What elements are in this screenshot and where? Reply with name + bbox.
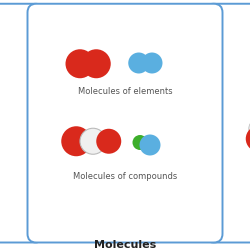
FancyBboxPatch shape <box>205 4 250 242</box>
Circle shape <box>249 119 250 139</box>
Circle shape <box>142 52 163 74</box>
Circle shape <box>128 52 149 74</box>
Circle shape <box>96 129 121 154</box>
Circle shape <box>61 126 91 156</box>
Text: Molecules: Molecules <box>94 240 156 250</box>
Circle shape <box>80 128 106 154</box>
FancyBboxPatch shape <box>28 4 222 242</box>
Circle shape <box>66 49 94 78</box>
Circle shape <box>82 49 111 78</box>
Text: Molecules of elements: Molecules of elements <box>78 87 172 96</box>
Circle shape <box>246 126 250 152</box>
Text: Molecules of compounds: Molecules of compounds <box>73 172 177 181</box>
Circle shape <box>132 135 148 150</box>
Circle shape <box>140 134 160 156</box>
FancyBboxPatch shape <box>0 4 44 242</box>
